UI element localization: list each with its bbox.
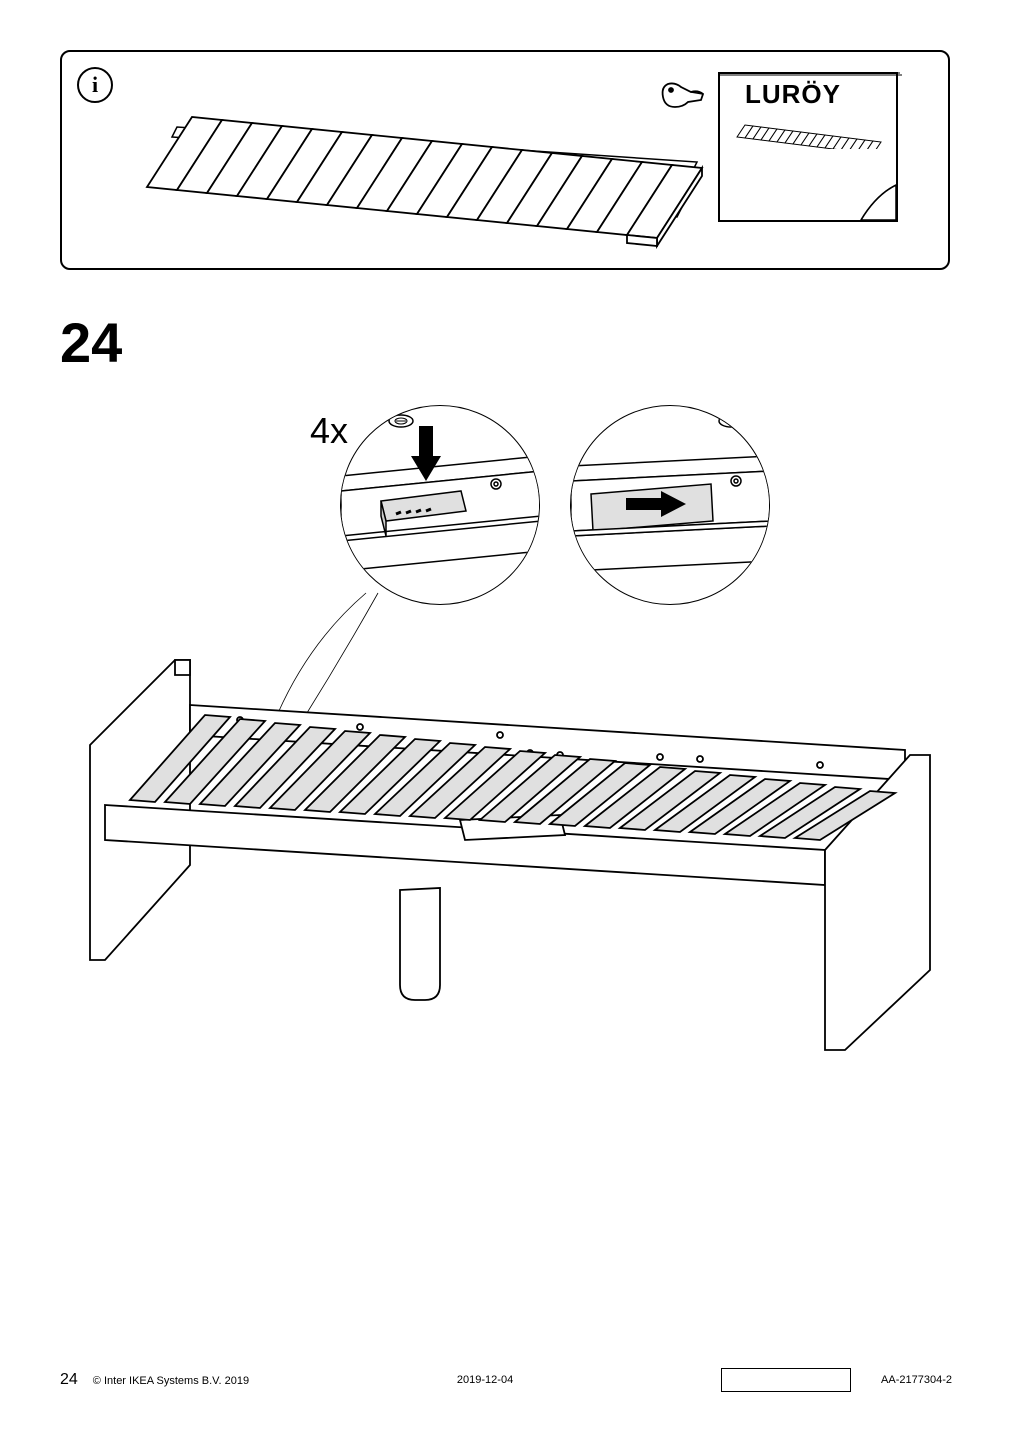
page-curl-icon — [856, 180, 896, 220]
info-icon: i — [77, 67, 113, 103]
copyright-text: © Inter IKEA Systems B.V. 2019 — [93, 1375, 249, 1387]
info-panel: i — [60, 50, 950, 270]
bed-frame-illustration — [60, 605, 950, 1055]
footer-box — [721, 1368, 851, 1392]
quantity-label: 4x — [310, 410, 348, 452]
step-number: 24 — [60, 310, 952, 375]
assembly-diagram: 4x — [60, 405, 950, 1105]
reference-booklet: LURÖY — [718, 72, 898, 222]
pointer-hand-icon — [653, 72, 713, 122]
slats-illustration — [117, 87, 717, 257]
info-icon-letter: i — [77, 67, 113, 103]
footer-left: 24 © Inter IKEA Systems B.V. 2019 — [60, 1371, 249, 1389]
footer-right: AA-2177304-2 — [721, 1368, 952, 1392]
detail-slide — [570, 405, 770, 605]
document-id: AA-2177304-2 — [881, 1374, 952, 1386]
booklet-slats-icon — [735, 119, 885, 149]
booklet-pages-icon — [718, 71, 902, 77]
page-footer: 24 © Inter IKEA Systems B.V. 2019 2019-1… — [60, 1368, 952, 1392]
page-number: 24 — [60, 1371, 78, 1389]
booklet-title: LURÖY — [745, 79, 841, 110]
footer-date: 2019-12-04 — [457, 1374, 513, 1386]
